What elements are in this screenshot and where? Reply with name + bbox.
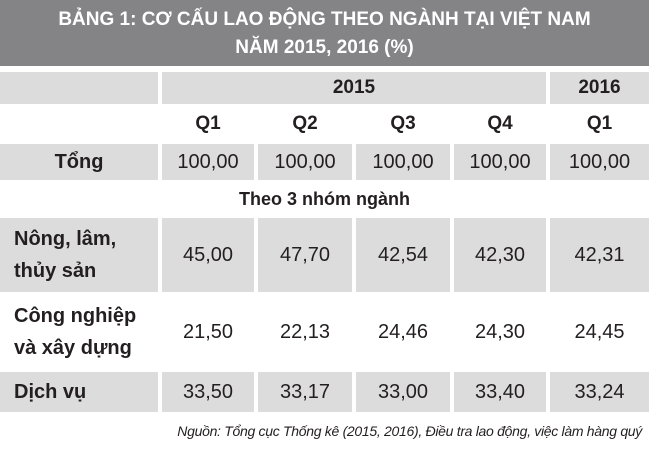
quarter-header: Q1 [586,113,613,134]
row-label-line: Nông, lâm, [14,228,117,250]
cell-value: 21,50 [182,320,234,343]
cell-value: 42,30 [454,218,546,292]
row-label-line: thủy sản [14,260,97,282]
row-label: Công nghiệp và xây dựng [0,296,158,368]
row-label-line: và xây dựng [14,337,132,359]
row-label-line: Công nghiệp [14,305,137,327]
cell-value: 33,24 [550,372,649,412]
title-band [0,0,649,66]
header-cell [0,72,158,104]
cell-value: 24,45 [574,320,625,343]
quarter-header: Q4 [487,113,513,134]
section-label: Theo 3 nhóm ngành [239,188,410,209]
cell-value: 22,13 [279,320,331,343]
row-label: Dịch vụ [0,372,158,412]
year-header: 2015 [162,72,546,104]
row-label-line: Dịch vụ [14,381,87,403]
cell-value: 100,00 [454,144,546,180]
row-label-line: Tổng [54,151,104,173]
quarter-header: Q3 [390,113,416,134]
cell-value: 100,00 [258,144,352,180]
cell-value: 47,70 [258,218,352,292]
cell-value: 33,17 [258,372,352,412]
cell-value: 42,31 [550,218,649,292]
title-line: BẢNG 1: CƠ CẤU LAO ĐỘNG THEO NGÀNH TẠI V… [58,9,591,30]
cell-value: 24,46 [377,320,429,343]
source-note: Nguồn: Tổng cục Thống kê (2015, 2016), Đ… [177,423,642,439]
cell-value: 100,00 [162,144,254,180]
cell-value: 100,00 [550,144,649,180]
cell-value: 24,30 [474,320,526,343]
year-header: 2016 [550,72,649,104]
quarter-header: Q1 [195,113,221,134]
cell-value: 45,00 [162,218,254,292]
cell-value: 33,00 [356,372,450,412]
title-line: NĂM 2015, 2016 (%) [235,37,414,58]
row-label: Nông, lâm, thủy sản [0,218,158,292]
row-label: Tổng [0,144,158,180]
cell-value: 33,40 [454,372,546,412]
cell-value: 33,50 [162,372,254,412]
cell-value: 42,54 [356,218,450,292]
quarter-header: Q2 [292,113,318,134]
cell-value: 100,00 [356,144,450,180]
